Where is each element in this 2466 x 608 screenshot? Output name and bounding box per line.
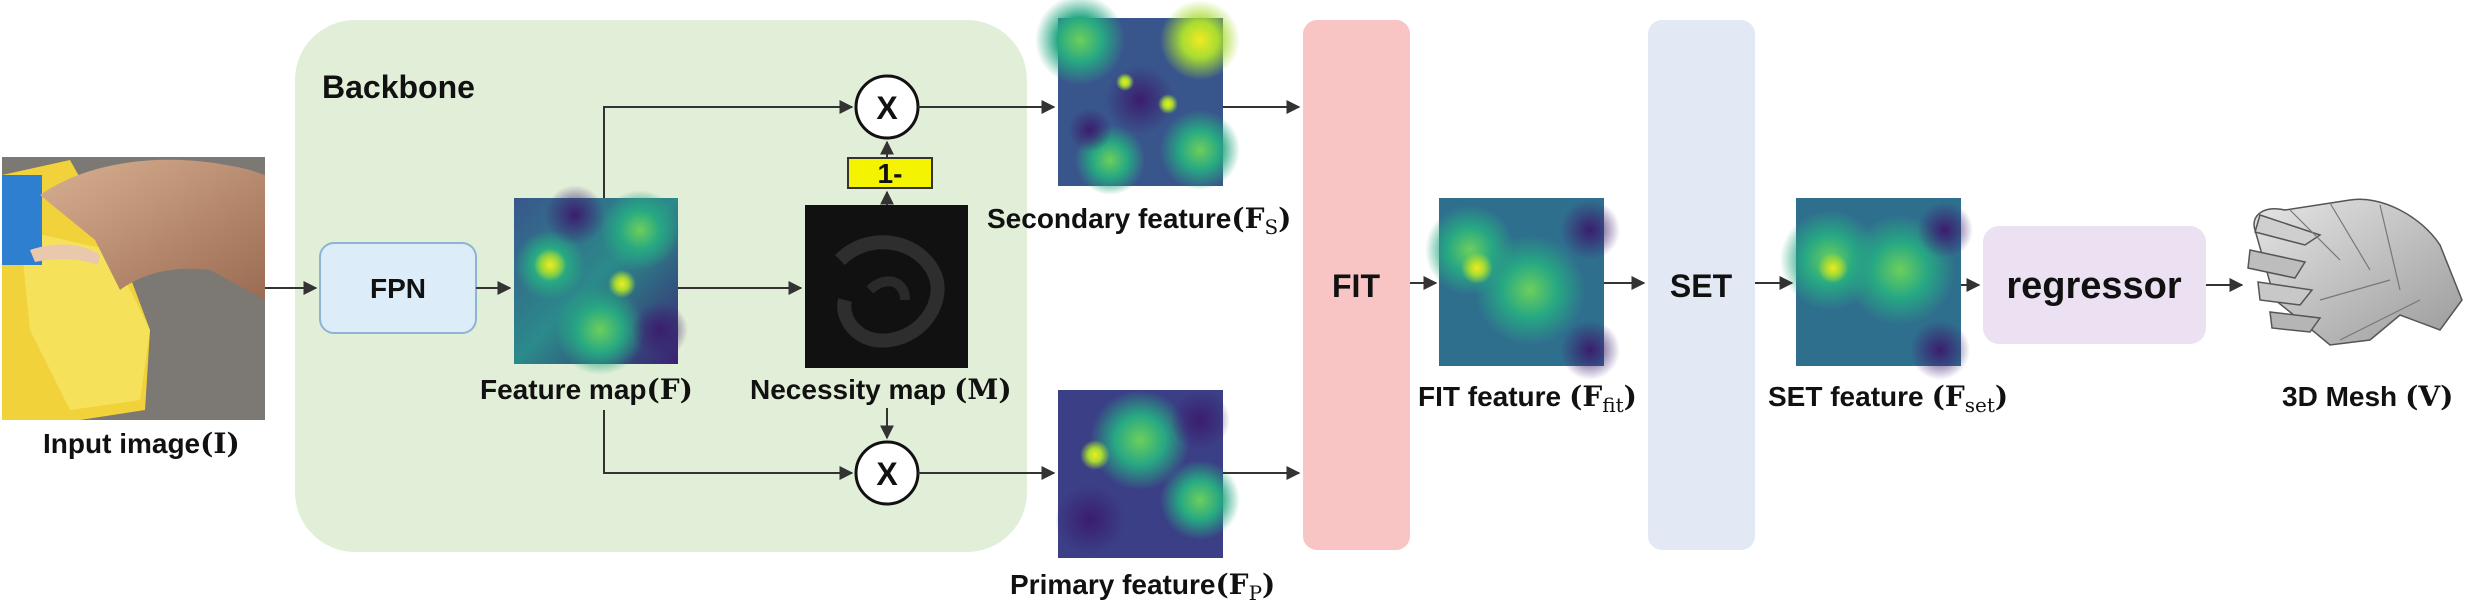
primary-feature-image [1055, 390, 1240, 558]
backbone-title: Backbone [322, 69, 475, 105]
secondary-feature-label: Secondary feature(FS) [987, 202, 1291, 239]
set-label: SET [1670, 268, 1733, 304]
set-feature-label: SET feature (Fset) [1768, 380, 2008, 417]
regressor-label: regressor [2006, 265, 2182, 307]
edge-feature-map-to-top-multiply [603, 100, 854, 198]
necessity-map-label: Necessity map (M) [750, 373, 1012, 406]
set-feature-image [1780, 198, 1973, 380]
necessity-map-image [805, 205, 968, 368]
mesh-label: 3D Mesh (V) [2282, 380, 2453, 413]
feature-map-image [514, 185, 688, 375]
multiply-top-label: X [876, 90, 898, 126]
inversion-gate-label: 1- [878, 158, 903, 189]
multiply-bottom-label: X [876, 456, 898, 492]
input-image [2, 157, 265, 420]
input-image-label: Input image(I) [43, 427, 240, 460]
fit-feature-image [1425, 198, 1620, 380]
fit-feature-label: FIT feature (Ffit) [1418, 380, 1637, 417]
feature-map-label: Feature map(F) [480, 373, 693, 406]
primary-feature-label: Primary feature(FP) [1010, 568, 1275, 605]
fit-block[interactable] [1303, 20, 1410, 550]
edge-feature-map-to-bottom-multiply [603, 410, 854, 480]
fit-label: FIT [1332, 268, 1380, 304]
hand-mesh-image [2247, 198, 2463, 346]
set-block[interactable] [1648, 20, 1755, 550]
inversion-gate [847, 157, 933, 189]
fpn-label: FPN [370, 273, 426, 304]
secondary-feature-image [1035, 0, 1240, 195]
regressor-block[interactable] [1983, 226, 2206, 344]
